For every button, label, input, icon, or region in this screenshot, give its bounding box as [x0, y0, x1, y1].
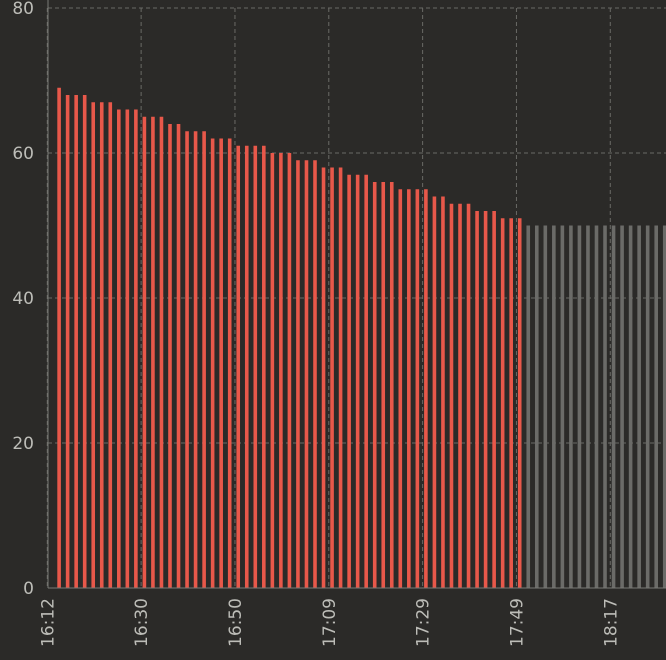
x-tick-label: 16:30 — [132, 598, 152, 647]
bar — [424, 189, 428, 588]
bar — [193, 131, 198, 588]
bar — [543, 225, 548, 588]
bar — [244, 145, 249, 588]
bar — [270, 153, 275, 588]
bar — [552, 225, 556, 588]
bar — [620, 225, 624, 588]
bar — [492, 211, 496, 588]
bar — [134, 109, 138, 588]
bar — [432, 196, 437, 588]
bar — [185, 131, 189, 588]
bar — [449, 203, 454, 588]
bar — [381, 182, 386, 588]
y-tick-label: 0 — [23, 579, 34, 599]
y-tick-label: 80 — [12, 0, 34, 19]
y-tick-label: 20 — [12, 434, 34, 454]
bar — [117, 109, 121, 588]
bar — [628, 225, 633, 588]
bar — [475, 211, 479, 588]
bar — [415, 189, 420, 588]
x-tick-label: 17:29 — [414, 598, 434, 647]
bar — [151, 116, 155, 588]
x-tick-label: 16:12 — [38, 598, 58, 647]
x-tick-label: 17:09 — [320, 598, 340, 647]
bar — [569, 225, 573, 588]
bar — [347, 174, 351, 588]
bar — [304, 160, 309, 588]
bar — [176, 124, 181, 588]
bar — [389, 182, 394, 588]
bar — [57, 87, 61, 588]
bar — [262, 145, 266, 588]
bar — [253, 145, 258, 588]
bar — [441, 196, 445, 588]
bar — [168, 124, 172, 588]
bar — [645, 225, 650, 588]
bar — [509, 218, 513, 588]
bar — [517, 218, 522, 588]
bar — [74, 95, 78, 588]
bar — [654, 225, 658, 588]
bar — [108, 102, 113, 588]
bar — [338, 167, 343, 588]
bar — [611, 225, 616, 588]
bar — [594, 225, 599, 588]
bar — [603, 225, 607, 588]
bar — [534, 225, 539, 588]
bar — [372, 182, 377, 588]
bar — [279, 153, 283, 588]
bar — [313, 160, 317, 588]
bar — [202, 131, 206, 588]
bar — [407, 189, 411, 588]
x-tick-label: 18:17 — [601, 598, 621, 647]
x-tick-label: 16:50 — [226, 598, 246, 647]
bar — [227, 138, 232, 588]
bar — [287, 153, 292, 588]
bar — [236, 145, 241, 588]
bar — [662, 225, 666, 588]
bar — [219, 138, 223, 588]
bar — [296, 160, 300, 588]
bar — [500, 218, 505, 588]
y-tick-label: 40 — [12, 289, 34, 309]
bar — [321, 167, 326, 588]
bar — [364, 174, 368, 588]
bar — [142, 116, 147, 588]
bar — [330, 167, 334, 588]
x-tick-label: 17:49 — [507, 598, 527, 647]
bar — [398, 189, 403, 588]
bar — [355, 174, 360, 588]
bar — [560, 225, 565, 588]
bar — [91, 102, 96, 588]
bar — [99, 102, 104, 588]
bar — [125, 109, 130, 588]
bar — [159, 116, 164, 588]
bar — [466, 203, 471, 588]
bar — [458, 203, 462, 588]
bar — [82, 95, 87, 588]
bar — [483, 211, 488, 588]
bar — [65, 95, 70, 588]
y-tick-label: 60 — [12, 144, 34, 164]
bar — [637, 225, 641, 588]
bar — [210, 138, 215, 588]
bar — [586, 225, 590, 588]
bar — [577, 225, 582, 588]
bar — [526, 225, 531, 588]
